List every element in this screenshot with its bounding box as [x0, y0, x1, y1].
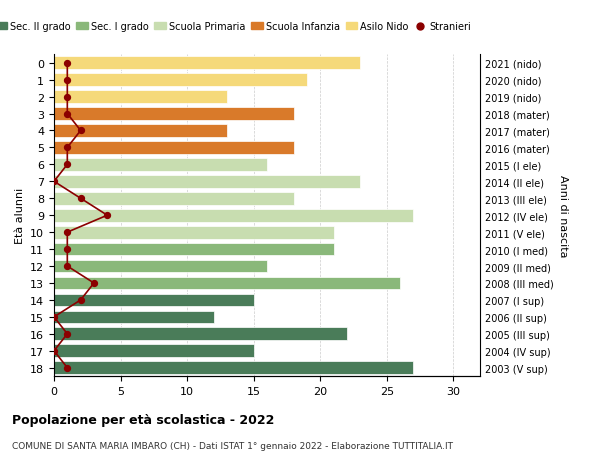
Bar [54, 243, 334, 256]
Bar [54, 260, 267, 273]
Point [89, 280, 99, 287]
Point [62, 364, 72, 372]
Bar [54, 209, 413, 222]
Point [62, 330, 72, 338]
Bar [54, 192, 293, 205]
Bar [54, 226, 334, 239]
Text: Popolazione per età scolastica - 2022: Popolazione per età scolastica - 2022 [12, 413, 274, 426]
Point [62, 229, 72, 236]
Bar [54, 328, 347, 341]
Bar [54, 294, 254, 307]
Point [62, 161, 72, 168]
Bar [54, 175, 360, 188]
Point [62, 145, 72, 152]
Bar [54, 142, 293, 154]
Point [62, 77, 72, 84]
Legend: Sec. II grado, Sec. I grado, Scuola Primaria, Scuola Infanzia, Asilo Nido, Stran: Sec. II grado, Sec. I grado, Scuola Prim… [0, 18, 475, 36]
Bar [54, 345, 254, 358]
Bar [54, 91, 227, 104]
Text: COMUNE DI SANTA MARIA IMBARO (CH) - Dati ISTAT 1° gennaio 2022 - Elaborazione TU: COMUNE DI SANTA MARIA IMBARO (CH) - Dati… [12, 441, 453, 450]
Bar [54, 57, 360, 70]
Y-axis label: Anni di nascita: Anni di nascita [557, 174, 568, 257]
Point [76, 128, 85, 135]
Point [49, 178, 59, 185]
Bar [54, 362, 413, 374]
Point [76, 195, 85, 202]
Bar [54, 311, 214, 324]
Point [62, 263, 72, 270]
Bar [54, 125, 227, 138]
Point [103, 212, 112, 219]
Point [62, 246, 72, 253]
Point [62, 60, 72, 67]
Bar [54, 159, 267, 171]
Point [49, 313, 59, 321]
Y-axis label: Età alunni: Età alunni [14, 188, 25, 244]
Point [76, 297, 85, 304]
Bar [54, 277, 400, 290]
Point [62, 111, 72, 118]
Bar [54, 74, 307, 87]
Point [49, 347, 59, 355]
Point [62, 94, 72, 101]
Bar [54, 108, 293, 121]
